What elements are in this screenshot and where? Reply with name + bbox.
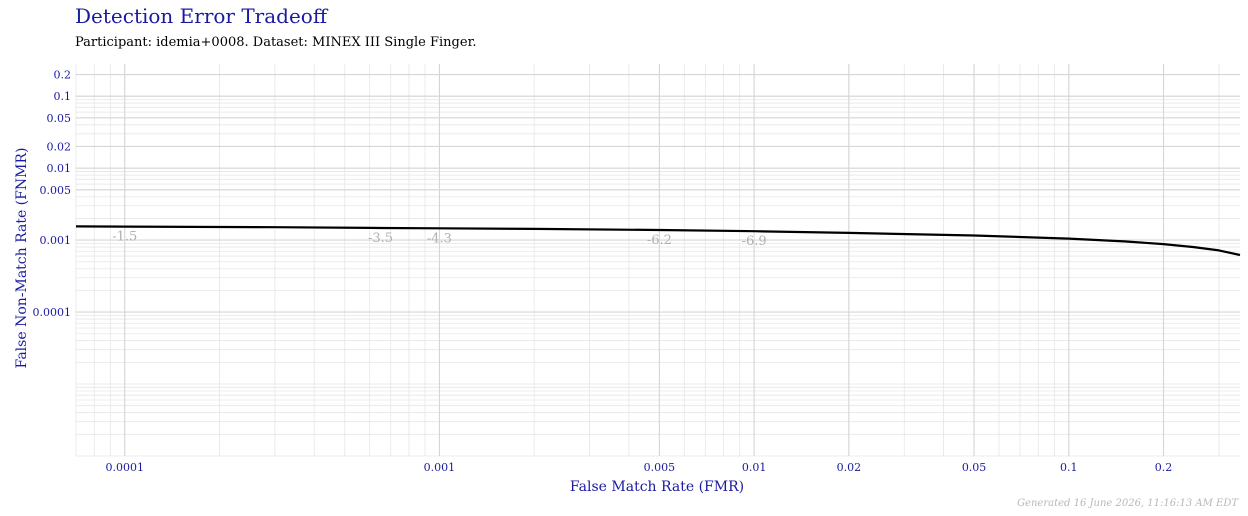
y-tick-label: 0.2 [54, 69, 72, 82]
x-tick-label: 0.2 [1155, 461, 1173, 474]
y-tick-label: 0.1 [54, 90, 72, 103]
y-tick-label: 0.001 [40, 234, 72, 247]
chart-title: Detection Error Tradeoff [75, 4, 328, 28]
y-tick-label: 0.05 [47, 112, 72, 125]
threshold-label: -1.5 [112, 230, 137, 245]
y-tick-label: 0.01 [47, 162, 72, 175]
x-tick-label: 0.001 [424, 461, 456, 474]
x-axis-label: False Match Rate (FMR) [570, 479, 744, 495]
det-curve [75, 225, 1241, 257]
y-tick-label: 0.0001 [33, 306, 72, 319]
threshold-label: -3.5 [368, 231, 393, 246]
y-tick-label: 0.005 [40, 184, 72, 197]
x-axis-ticks: 0.0001 0.001 0.005 0.01 0.02 0.05 0.1 0.2 [105, 461, 1172, 474]
generated-timestamp: Generated 16 June 2026, 11:16:13 AM EDT [1017, 498, 1238, 509]
chart-subtitle: Participant: idemia+0008. Dataset: MINEX… [75, 35, 477, 50]
x-tick-label: 0.05 [962, 461, 987, 474]
x-tick-label: 0.0001 [105, 461, 144, 474]
threshold-labels: -1.5 -3.5 -4.3 -6.2 -6.9 [112, 230, 766, 250]
x-tick-label: 0.005 [644, 461, 676, 474]
det-curve-group [75, 225, 1241, 257]
threshold-label: -6.9 [742, 234, 767, 249]
threshold-label: -4.3 [427, 231, 452, 246]
x-tick-label: 0.1 [1060, 461, 1078, 474]
threshold-label: -6.2 [647, 233, 672, 248]
x-tick-label: 0.01 [742, 461, 767, 474]
major-gridlines [76, 64, 1240, 456]
y-tick-label: 0.02 [47, 140, 72, 153]
minor-gridlines [75, 64, 1240, 457]
x-tick-label: 0.02 [837, 461, 862, 474]
y-axis-label: False Non-Match Rate (FNMR) [14, 148, 30, 369]
y-axis-ticks: 0.0001 0.001 0.005 0.01 0.02 0.05 0.1 0.2 [33, 69, 72, 320]
